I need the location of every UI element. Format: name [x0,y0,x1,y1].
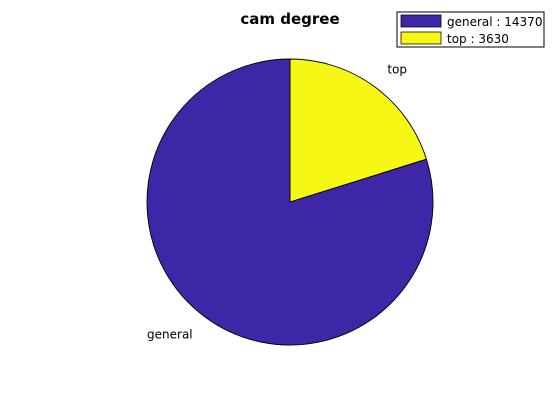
legend-swatch-general [400,14,442,28]
legend-entry-general: general : 14370 [447,15,542,29]
legend-entry-top: top : 3630 [447,32,509,46]
pie-slice-top [289,58,428,203]
legend: general : 14370 top : 3630 [396,11,545,48]
slice-label-top: top [387,62,407,76]
legend-swatch-top [400,31,442,45]
pie-slice-labels: top general [147,62,407,341]
pie-slice-general [146,58,434,346]
chart-title: cam degree [240,10,339,28]
slice-label-general: general [147,328,193,342]
pie-slices [146,58,434,346]
